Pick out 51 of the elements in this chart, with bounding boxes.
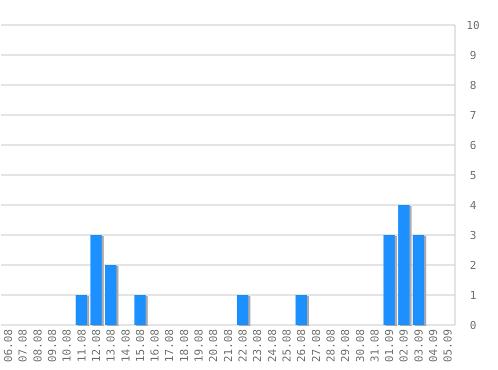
x-tick-label: 25.08	[280, 329, 294, 362]
x-tick-label: 18.08	[178, 329, 191, 362]
bar	[412, 235, 424, 325]
x-tick-label: 13.08	[104, 329, 118, 362]
x-tick-label: 08.08	[31, 329, 44, 362]
bar	[76, 295, 88, 325]
x-tick-label: 30.08	[354, 329, 367, 362]
y-tick-label: 6	[470, 138, 476, 152]
x-tick-label: 28.08	[324, 329, 338, 362]
x-tick-label: 01.09	[383, 329, 396, 362]
bar	[105, 265, 116, 325]
y-tick-label: 7	[470, 108, 476, 122]
x-tick-label: 10.08	[60, 329, 74, 362]
x-tick-label: 17.08	[163, 329, 176, 362]
y-tick-label: 10	[466, 18, 480, 32]
x-tick-label: 26.08	[295, 329, 308, 362]
y-tick-label: 5	[470, 168, 476, 182]
bar	[398, 205, 410, 325]
x-tick-label: 04.09	[427, 329, 440, 362]
y-tick-label: 4	[470, 198, 477, 212]
x-tick-label: 16.08	[148, 329, 162, 362]
x-tick-label: 03.09	[412, 329, 426, 362]
y-tick-label: 1	[470, 288, 476, 302]
y-tick-label: 2	[470, 258, 476, 272]
x-tick-label: 05.09	[442, 329, 455, 362]
x-tick-label: 27.08	[310, 329, 323, 362]
x-tick-label: 14.08	[119, 329, 132, 362]
bar	[383, 235, 395, 325]
x-tick-label: 23.08	[251, 329, 264, 362]
y-tick-label: 3	[470, 228, 476, 242]
x-tick-label: 12.08	[90, 329, 103, 362]
x-tick-label: 02.09	[398, 329, 411, 362]
x-tick-label: 06.08	[2, 329, 16, 362]
x-tick-label: 07.08	[16, 329, 30, 362]
x-tick-label: 22.08	[236, 329, 250, 362]
bar	[296, 295, 307, 325]
x-tick-label: 31.08	[368, 329, 382, 362]
x-tick-label: 19.08	[192, 329, 206, 362]
y-tick-label: 9	[470, 48, 476, 62]
x-tick-label: 29.08	[339, 329, 352, 362]
bar	[134, 295, 146, 325]
x-tick-label: 21.08	[222, 329, 235, 362]
x-tick-label: 11.08	[75, 329, 88, 362]
x-tick-label: 15.08	[134, 329, 147, 362]
y-tick-label: 8	[470, 78, 476, 92]
bar	[90, 235, 102, 325]
x-tick-label: 20.08	[207, 329, 220, 362]
y-tick-label: 0	[470, 318, 476, 332]
x-tick-label: 24.08	[266, 329, 279, 362]
bar	[236, 295, 248, 325]
x-tick-label: 09.08	[46, 329, 59, 362]
